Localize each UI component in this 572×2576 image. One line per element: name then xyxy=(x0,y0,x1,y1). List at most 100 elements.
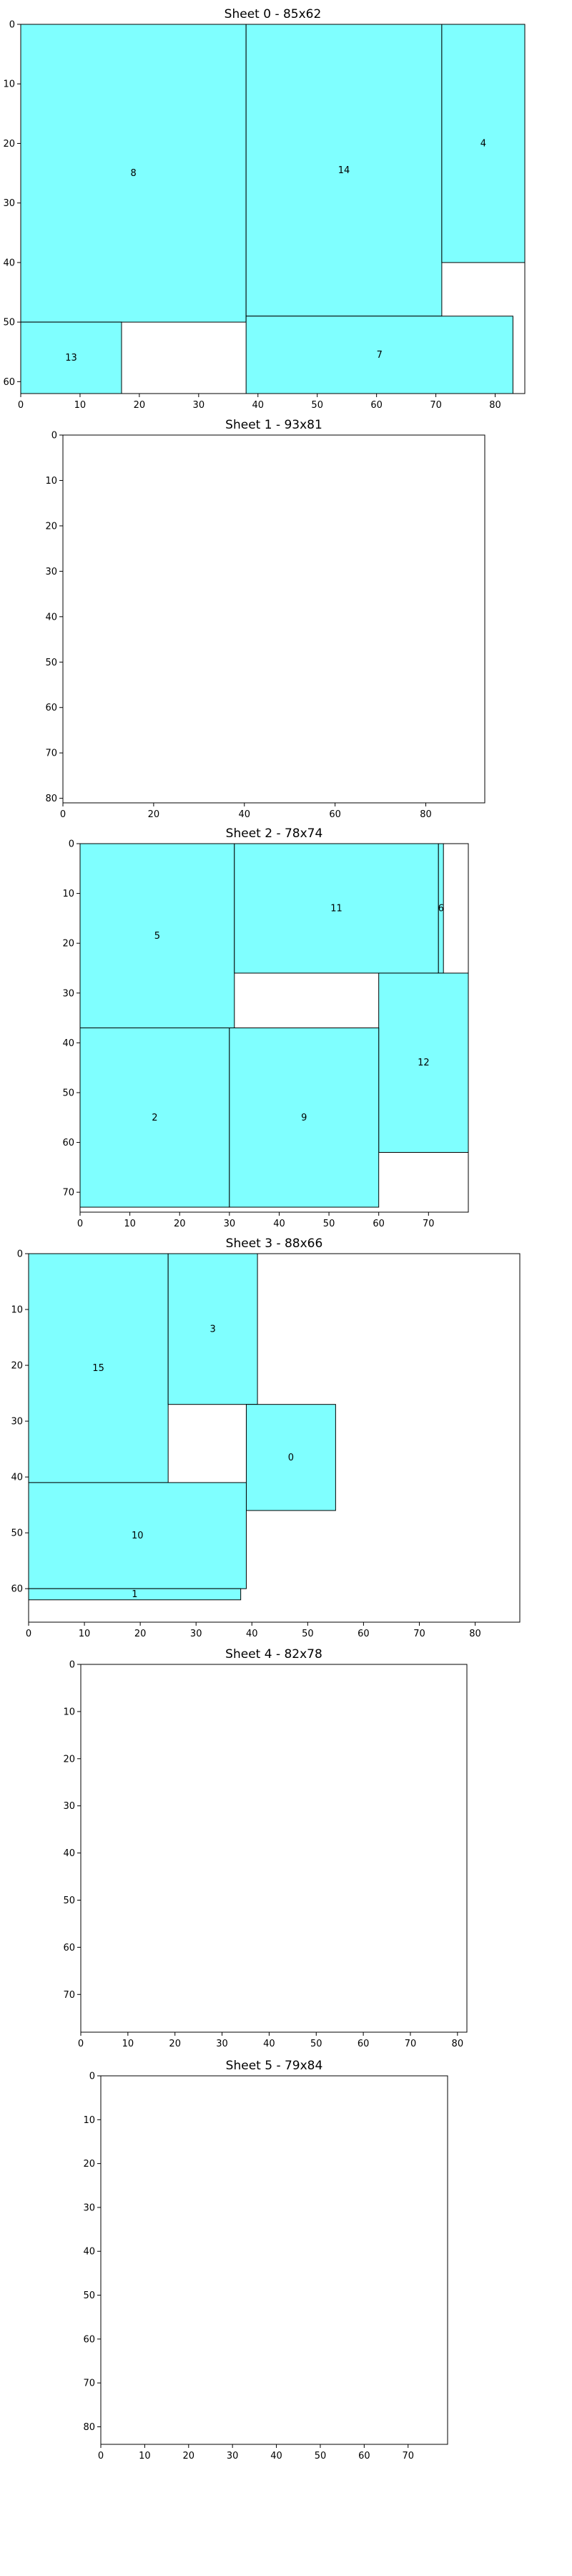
y-tick-label: 20 xyxy=(45,521,57,532)
x-tick-label: 60 xyxy=(370,400,383,411)
x-tick-label: 0 xyxy=(26,1629,31,1639)
y-tick-label: 60 xyxy=(45,703,57,713)
x-tick-label: 20 xyxy=(183,2451,195,2462)
y-tick-label: 10 xyxy=(63,1707,75,1717)
y-tick-label: 20 xyxy=(62,939,74,950)
y-tick-label: 20 xyxy=(63,1754,75,1765)
y-tick-label: 40 xyxy=(62,1038,74,1049)
sheet-frame xyxy=(100,2075,448,2445)
x-tick-label: 60 xyxy=(358,1629,370,1639)
piece-label: 4 xyxy=(480,138,486,149)
x-tick-label: 20 xyxy=(134,400,146,411)
x-tick-label: 40 xyxy=(238,809,250,820)
sheet-panel-2: Sheet 2 - 78x74 5 11 6 12 2 9 0 10 20 30 40 50 60 70 0… xyxy=(62,826,469,1229)
y-tick-label: 40 xyxy=(11,1473,23,1483)
x-tick-label: 80 xyxy=(452,2039,464,2049)
y-tick-label: 0 xyxy=(69,839,74,850)
sheet-title: Sheet 4 - 82x78 xyxy=(225,1647,322,1662)
sheet-frame xyxy=(79,843,469,1213)
piece-label: 11 xyxy=(330,903,342,914)
x-tick-label: 70 xyxy=(402,2451,414,2462)
sheet-panel-5: Sheet 5 - 79x84 0 10 20 30 40 50 60 70 0 10 20 30 40… xyxy=(83,2059,448,2462)
y-tick-label: 60 xyxy=(11,1584,23,1595)
x-tick-label: 30 xyxy=(224,1219,236,1229)
x-tick-label: 60 xyxy=(358,2451,370,2462)
piece-label: 0 xyxy=(288,1453,294,1463)
x-tick-label: 40 xyxy=(270,2451,282,2462)
x-tick-label: 50 xyxy=(302,1629,314,1639)
y-tick-label: 0 xyxy=(9,20,15,31)
sheet-panel-4: Sheet 4 - 82x78 0 10 20 30 40 50 60 70 80 0 10 20 30… xyxy=(63,1647,468,2049)
y-tick-label: 80 xyxy=(45,794,57,804)
y-tick-label: 10 xyxy=(3,79,15,90)
x-tick-label: 80 xyxy=(469,1629,481,1639)
y-tick-label: 40 xyxy=(45,612,57,623)
piece-label: 1 xyxy=(132,1589,137,1600)
piece-label: 15 xyxy=(92,1363,104,1374)
y-tick-label: 70 xyxy=(62,1188,74,1199)
piece-11 xyxy=(234,843,439,974)
sheet-title: Sheet 3 - 88x66 xyxy=(226,1236,323,1251)
x-tick-label: 30 xyxy=(190,1629,202,1639)
y-tick-label: 50 xyxy=(83,2290,95,2301)
y-tick-label: 40 xyxy=(83,2247,95,2258)
piece-label: 7 xyxy=(377,350,383,361)
y-tick-label: 10 xyxy=(83,2115,95,2126)
piece-label: 12 xyxy=(418,1058,430,1068)
piece-label: 6 xyxy=(438,903,444,914)
x-tick-label: 10 xyxy=(74,400,87,411)
y-tick-label: 20 xyxy=(11,1361,23,1372)
x-tick-label: 80 xyxy=(420,809,432,820)
sheet-title: Sheet 0 - 85x62 xyxy=(225,7,322,21)
y-tick-label: 20 xyxy=(83,2159,95,2170)
x-tick-label: 10 xyxy=(139,2451,151,2462)
piece-10 xyxy=(28,1482,247,1589)
piece-13 xyxy=(20,321,122,394)
x-tick-label: 50 xyxy=(323,1219,335,1229)
x-tick-label: 80 xyxy=(489,400,501,411)
sheet-title: Sheet 2 - 78x74 xyxy=(226,826,323,841)
x-tick-label: 70 xyxy=(430,400,442,411)
piece-label: 13 xyxy=(65,353,77,364)
x-tick-label: 70 xyxy=(405,2039,417,2049)
y-tick-label: 70 xyxy=(83,2379,95,2389)
x-tick-label: 20 xyxy=(148,809,160,820)
y-tick-label: 30 xyxy=(45,567,57,577)
y-tick-label: 0 xyxy=(51,431,57,441)
x-tick-label: 40 xyxy=(246,1629,258,1639)
piece-2 xyxy=(79,1028,230,1208)
x-tick-label: 10 xyxy=(122,2039,134,2049)
x-tick-label: 50 xyxy=(315,2451,327,2462)
y-tick-label: 0 xyxy=(69,1660,75,1671)
x-tick-label: 0 xyxy=(60,809,66,820)
x-tick-label: 60 xyxy=(358,2039,370,2049)
piece-12 xyxy=(378,972,469,1153)
y-tick-label: 0 xyxy=(17,1249,23,1260)
x-tick-label: 40 xyxy=(252,400,264,411)
piece-label: 14 xyxy=(338,165,350,176)
x-tick-label: 60 xyxy=(329,809,341,820)
y-tick-label: 30 xyxy=(3,198,15,209)
y-tick-label: 50 xyxy=(3,318,15,328)
piece-9 xyxy=(229,1028,380,1208)
y-tick-label: 70 xyxy=(63,1990,75,2001)
y-tick-label: 60 xyxy=(83,2334,95,2345)
sheet-frame xyxy=(28,1253,521,1623)
y-tick-label: 10 xyxy=(62,889,74,899)
x-tick-label: 30 xyxy=(193,400,205,411)
piece-14 xyxy=(245,24,443,317)
x-tick-label: 60 xyxy=(373,1219,385,1229)
x-tick-label: 30 xyxy=(216,2039,228,2049)
piece-label: 3 xyxy=(209,1324,215,1335)
piece-label: 9 xyxy=(301,1113,307,1123)
y-tick-label: 50 xyxy=(63,1896,75,1906)
piece-0 xyxy=(245,1404,336,1511)
x-tick-label: 0 xyxy=(18,400,24,411)
y-tick-label: 60 xyxy=(3,377,15,388)
sheet-title: Sheet 1 - 93x81 xyxy=(225,418,322,432)
x-tick-label: 50 xyxy=(310,2039,322,2049)
x-tick-label: 20 xyxy=(134,1629,147,1639)
y-tick-label: 60 xyxy=(63,1943,75,1953)
y-tick-label: 40 xyxy=(63,1848,75,1859)
